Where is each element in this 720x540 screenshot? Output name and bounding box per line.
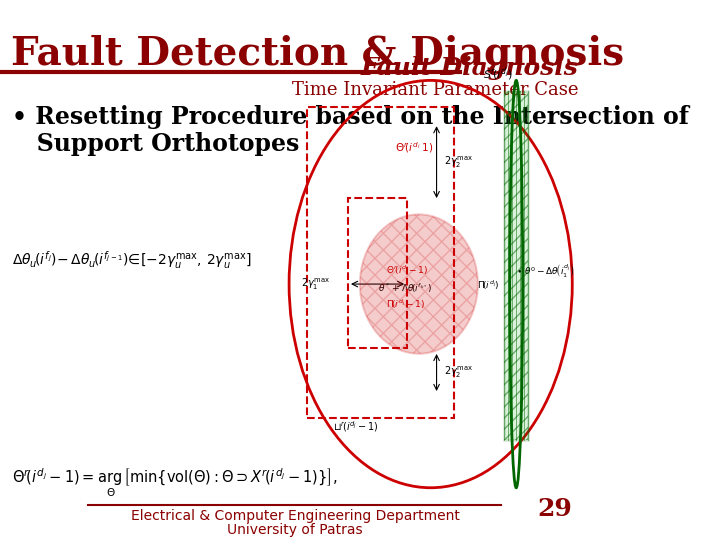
- Text: $\sqcup^r\!\left(i^{d_j}-1\right)$: $\sqcup^r\!\left(i^{d_j}-1\right)$: [333, 418, 379, 434]
- Text: $S^r\!\left(i^{d_j}\right)$: $S^r\!\left(i^{d_j}\right)$: [483, 65, 513, 83]
- Text: $\Pi\!\left(i^{d_j}\right)$: $\Pi\!\left(i^{d_j}\right)$: [477, 279, 499, 292]
- Text: $2\gamma_1^{\max}$: $2\gamma_1^{\max}$: [301, 276, 330, 292]
- Text: Time Invariant Parameter Case: Time Invariant Parameter Case: [292, 82, 578, 99]
- Text: $\bullet\;\theta^0 - \Delta\theta\!\left(i_1^{d_j}\right)$: $\bullet\;\theta^0 - \Delta\theta\!\left…: [516, 262, 575, 279]
- Bar: [505, 91, 528, 440]
- Ellipse shape: [360, 214, 478, 354]
- Bar: [307, 107, 454, 418]
- Text: $\Theta^r\!\left(i^{d_j}-1\right) = \underset{\Theta}{\arg}\left[\min\left\{\mat: $\Theta^r\!\left(i^{d_j}-1\right) = \und…: [12, 467, 337, 499]
- Text: $\Theta^r\!\left(i^{d_i}\;1\right)$: $\Theta^r\!\left(i^{d_i}\;1\right)$: [395, 140, 434, 155]
- Text: $\theta^* + \Lambda\theta\!\left(i^{f_{k*}}\right)$: $\theta^* + \Lambda\theta\!\left(i^{f_{k…: [377, 282, 431, 295]
- Bar: [348, 198, 407, 348]
- Text: 29: 29: [537, 497, 572, 521]
- Bar: [505, 91, 528, 440]
- Text: University of Patras: University of Patras: [228, 523, 363, 537]
- Text: • Resetting Procedure based on the Intersection of
   Support Orthotopes: • Resetting Procedure based on the Inter…: [12, 105, 688, 156]
- Text: Fault Diagnosis: Fault Diagnosis: [360, 56, 578, 80]
- Text: Fault Detection & Diagnosis: Fault Detection & Diagnosis: [11, 35, 624, 73]
- Text: $\Delta\theta_u\!\left(i^{f_j}\right)\!-\Delta\theta_u\!\left(i^{f_{j-1}}\right): $\Delta\theta_u\!\left(i^{f_j}\right)\!-…: [12, 249, 251, 271]
- Text: $2\gamma_2^{\max}$: $2\gamma_2^{\max}$: [444, 365, 473, 380]
- Text: $\Theta^r\!\left(i^{d_i}-1\right)$: $\Theta^r\!\left(i^{d_i}-1\right)$: [387, 264, 429, 278]
- Text: $2\gamma_2^{\max}$: $2\gamma_2^{\max}$: [444, 154, 473, 170]
- Text: Electrical & Computer Engineering Department: Electrical & Computer Engineering Depart…: [130, 509, 459, 523]
- Text: $\Pi\!\left(i^{d_j}-1\right)$: $\Pi\!\left(i^{d_j}-1\right)$: [387, 298, 426, 311]
